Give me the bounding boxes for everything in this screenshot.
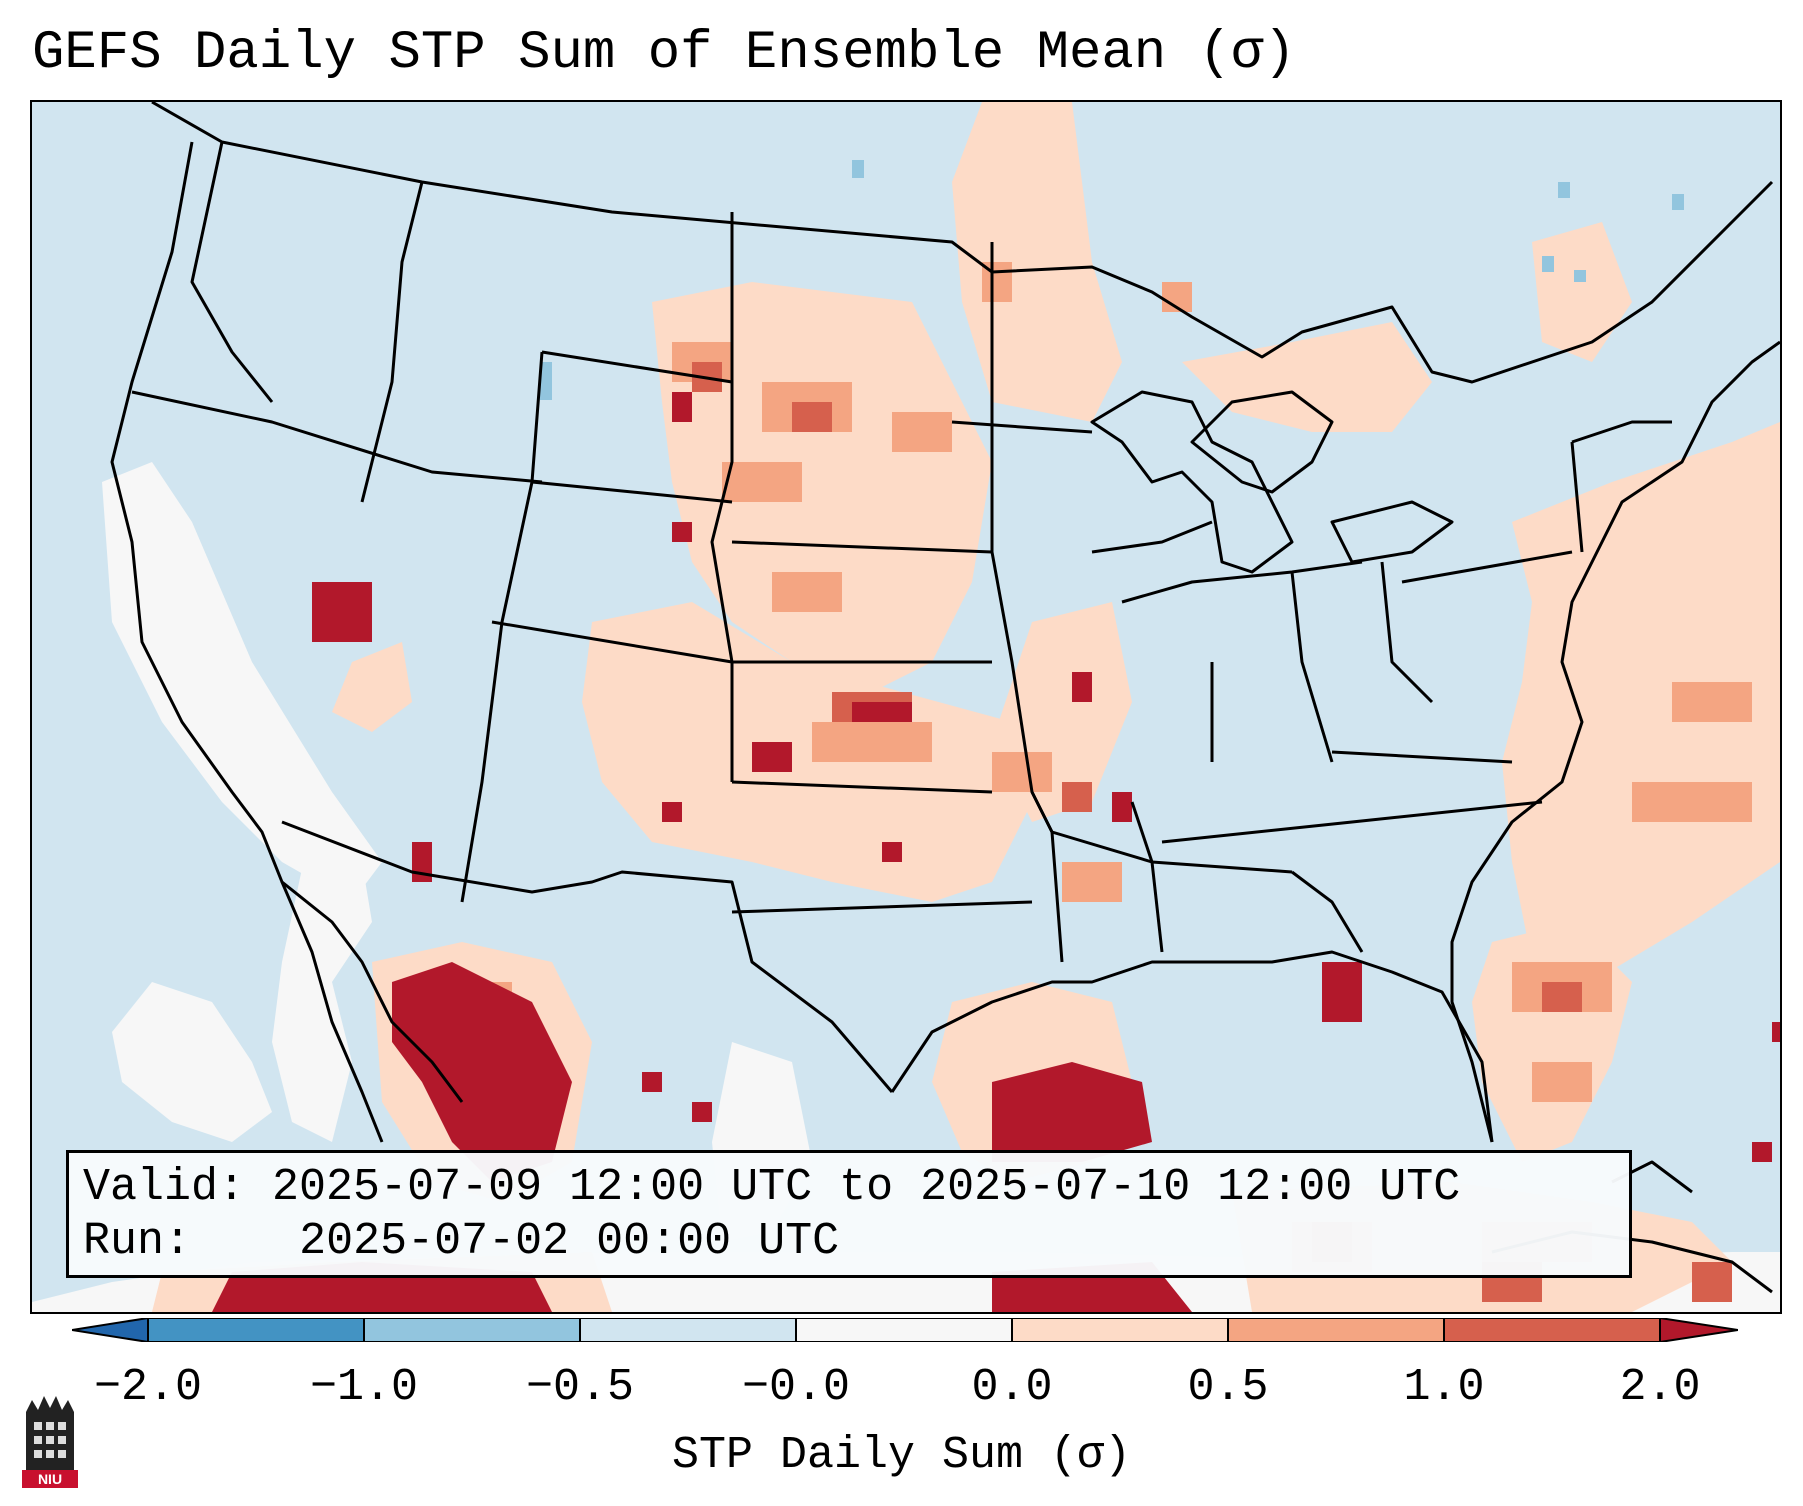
negative-anomaly-cells <box>540 160 1684 400</box>
colorbar-tick-label: −0.0 <box>741 1362 851 1413</box>
extreme-positive-areas <box>212 392 1780 1312</box>
colorbar-bin-6 <box>1228 1318 1444 1342</box>
colorbar <box>72 1318 1738 1342</box>
colorbar-label: STP Daily Sum (σ) <box>671 1430 1132 1481</box>
niu-logo: NIU <box>22 1396 78 1488</box>
colorbar-tick-label: 2.0 <box>1619 1362 1701 1413</box>
political-boundaries <box>110 102 1780 1294</box>
colorbar-bin-3 <box>580 1318 796 1342</box>
weak-positive-areas <box>152 102 1780 1312</box>
valid-run-info-box: Valid: 2025-07-09 12:00 UTC to 2025-07-1… <box>66 1150 1632 1278</box>
valid-time-range: 2025-07-09 12:00 UTC to 2025-07-10 12:00… <box>272 1162 1461 1213</box>
colorbar-bin-1 <box>148 1318 364 1342</box>
valid-label: Valid: <box>83 1162 246 1213</box>
run-time: 2025-07-02 00:00 UTC <box>299 1216 840 1267</box>
colorbar-bin-4 <box>796 1318 1012 1342</box>
map-title: GEFS Daily STP Sum of Ensemble Mean (σ) <box>32 23 1296 84</box>
colorbar-tick-label: −1.0 <box>309 1362 419 1413</box>
map-canvas <box>32 102 1780 1312</box>
run-label: Run: <box>83 1216 192 1267</box>
colorbar-tick-label: −0.5 <box>525 1362 635 1413</box>
colorbar-tick-label: 0.0 <box>971 1362 1053 1413</box>
stp-map[interactable] <box>30 100 1782 1314</box>
colorbar-bin-7 <box>1444 1318 1660 1342</box>
colorbar-bin-5 <box>1012 1318 1228 1342</box>
colorbar-extend-low <box>72 1318 148 1342</box>
colorbar-tick-label: 1.0 <box>1403 1362 1485 1413</box>
colorbar-tick-label: −2.0 <box>93 1362 203 1413</box>
colorbar-extend-high <box>1660 1318 1738 1342</box>
colorbar-bin-2 <box>364 1318 580 1342</box>
colorbar-tick-label: 0.5 <box>1187 1362 1269 1413</box>
logo-text: NIU <box>38 1471 62 1487</box>
